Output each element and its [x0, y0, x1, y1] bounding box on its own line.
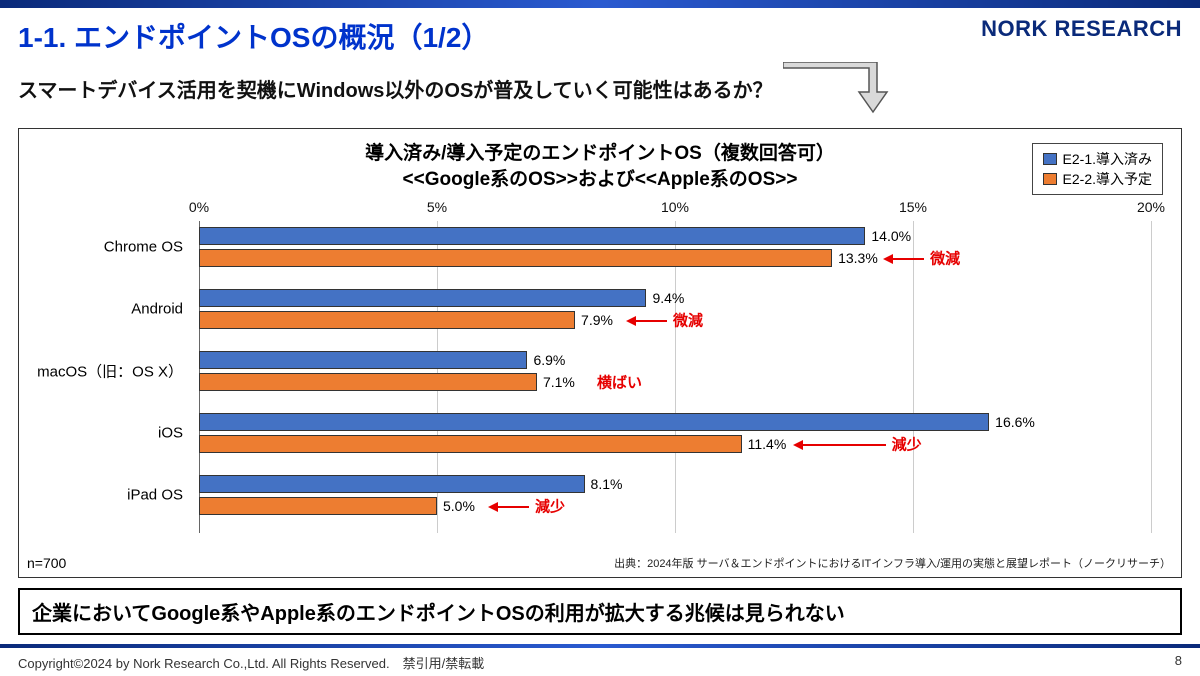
page-title: 1-1. エンドポイントOSの概況（1/2）	[18, 16, 489, 56]
legend-label: E2-2.導入予定	[1063, 169, 1152, 189]
value-label: 8.1%	[591, 476, 623, 492]
bottom-stripe	[0, 644, 1200, 648]
annotation-text: 減少	[535, 496, 565, 517]
bar-planned	[199, 311, 575, 329]
x-tick-label: 15%	[899, 199, 927, 215]
legend-swatch-planned	[1043, 173, 1057, 185]
category-label: iOS	[21, 425, 191, 442]
copyright: Copyright©2024 by Nork Research Co.,Ltd.…	[18, 653, 484, 672]
category-label: macOS（旧：OS X）	[21, 361, 191, 382]
subtitle: スマートデバイス活用を契機にWindows以外のOSが普及していく可能性はあるか…	[18, 74, 773, 103]
chart-title: 導入済み/導入予定のエンドポイントOS（複数回答可） <<Google系のOS>…	[19, 141, 1181, 192]
top-stripe	[0, 0, 1200, 8]
value-label: 6.9%	[533, 352, 565, 368]
x-tick-label: 0%	[189, 199, 209, 215]
annotation-arrow-icon	[796, 444, 886, 446]
value-label: 16.6%	[995, 414, 1035, 430]
footer: Copyright©2024 by Nork Research Co.,Ltd.…	[18, 653, 1182, 672]
gridline	[1151, 221, 1152, 533]
bar-installed	[199, 227, 865, 245]
x-axis: 0%5%10%15%20%	[199, 199, 1151, 219]
annotation-arrow-icon	[629, 320, 667, 322]
arrow-down-icon	[783, 62, 893, 114]
page-number: 8	[1175, 653, 1182, 672]
bar-planned	[199, 373, 537, 391]
legend-row: E2-1.導入済み	[1043, 149, 1152, 169]
x-tick-label: 20%	[1137, 199, 1165, 215]
logo: NORK RESEARCH	[981, 16, 1182, 56]
annotation-text: 微減	[673, 310, 703, 331]
value-label: 11.4%	[748, 436, 787, 452]
n-label: n=700	[27, 555, 66, 571]
bar-installed	[199, 289, 646, 307]
bar-installed	[199, 351, 527, 369]
bar-planned	[199, 497, 437, 515]
annotation-text: 減少	[892, 434, 922, 455]
category-label: Android	[21, 301, 191, 318]
legend-swatch-installed	[1043, 153, 1057, 165]
legend: E2-1.導入済み E2-2.導入予定	[1032, 143, 1163, 195]
plot-area: 14.0% 13.3% 微減 9.4% 7.9% 微減 6.9% 7.1% 横ばい 16.6% 11…	[199, 221, 1151, 533]
bar-installed	[199, 413, 989, 431]
value-label: 14.0%	[871, 228, 911, 244]
gridline	[675, 221, 676, 533]
subtitle-row: スマートデバイス活用を契機にWindows以外のOSが普及していく可能性はあるか…	[0, 56, 1200, 114]
category-label: iPad OS	[21, 487, 191, 504]
legend-row: E2-2.導入予定	[1043, 169, 1152, 189]
legend-label: E2-1.導入済み	[1063, 149, 1152, 169]
header: 1-1. エンドポイントOSの概況（1/2） NORK RESEARCH	[0, 8, 1200, 56]
source-text: 出典：2024年版 サーバ＆エンドポイントにおけるITインフラ導入/運用の実態と…	[614, 555, 1171, 571]
bar-planned	[199, 435, 742, 453]
value-label: 7.1%	[543, 374, 575, 390]
annotation-text: 微減	[930, 248, 960, 269]
chart: 導入済み/導入予定のエンドポイントOS（複数回答可） <<Google系のOS>…	[18, 128, 1182, 578]
value-label: 5.0%	[443, 498, 475, 514]
x-tick-label: 5%	[427, 199, 447, 215]
bar-installed	[199, 475, 585, 493]
value-label: 13.3%	[838, 250, 878, 266]
annotation-text: 横ばい	[597, 372, 642, 393]
bar-planned	[199, 249, 832, 267]
gridline	[913, 221, 914, 533]
x-tick-label: 10%	[661, 199, 689, 215]
annotation-arrow-icon	[491, 506, 529, 508]
conclusion: 企業においてGoogle系やApple系のエンドポイントOSの利用が拡大する兆候…	[18, 588, 1182, 635]
value-label: 9.4%	[652, 290, 684, 306]
category-label: Chrome OS	[21, 239, 191, 256]
value-label: 7.9%	[581, 312, 613, 328]
annotation-arrow-icon	[886, 258, 924, 260]
